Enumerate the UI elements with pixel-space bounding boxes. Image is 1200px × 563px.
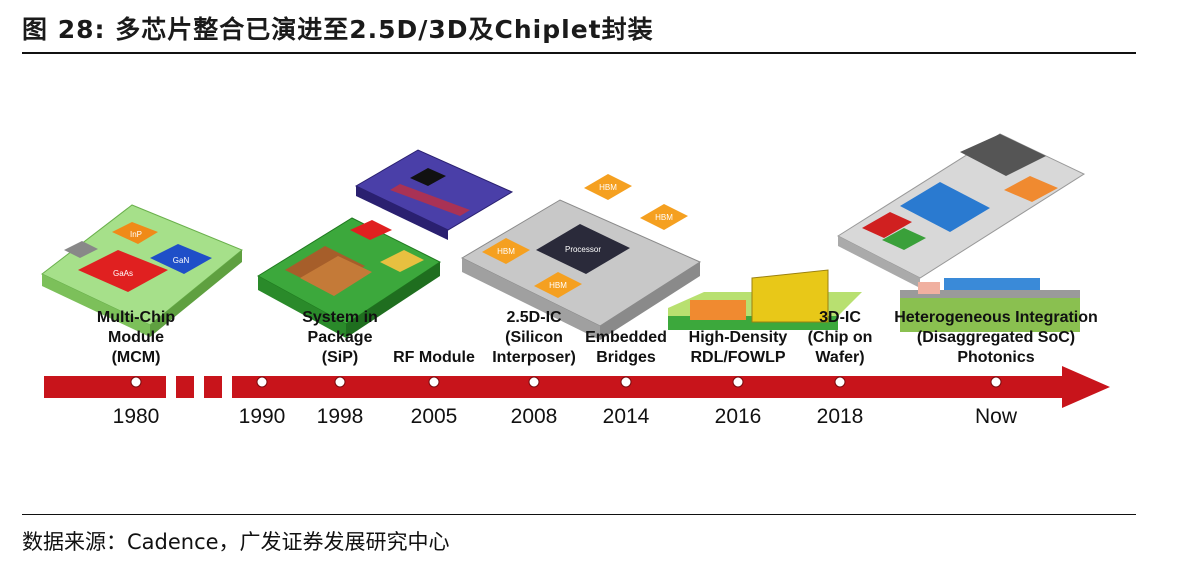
milestone-dot bbox=[130, 376, 142, 388]
title-rule bbox=[22, 52, 1136, 54]
sip-package-illustration bbox=[257, 217, 441, 338]
milestone-label-line: Module bbox=[108, 329, 164, 346]
mcm-package-illustration: InP GaAs GaN bbox=[41, 204, 243, 337]
milestone-label-line: High-Density bbox=[689, 329, 788, 346]
interposer-chip-label-hbm-2: HBM bbox=[599, 183, 617, 192]
milestone-label-line: Package bbox=[308, 329, 373, 346]
milestone-label-line: Interposer) bbox=[492, 349, 576, 366]
heterogeneous-soc-illustration bbox=[836, 133, 1086, 332]
interposer-chip-label-hbm-1: HBM bbox=[497, 247, 515, 256]
arrow-dash-2 bbox=[204, 376, 222, 398]
embedded-bridge-illustration bbox=[668, 269, 862, 330]
source-rule bbox=[22, 514, 1136, 515]
milestone-dot bbox=[334, 376, 346, 388]
milestone-label-line: Wafer) bbox=[815, 349, 864, 366]
milestone-year: 1980 bbox=[113, 405, 160, 428]
interposer-chip-label-hbm-4: HBM bbox=[549, 281, 567, 290]
milestone-label-line: 2.5D-IC bbox=[506, 309, 562, 326]
milestone-year: 2016 bbox=[715, 405, 762, 428]
milestone-year: 1990 bbox=[239, 405, 286, 428]
milestone-year: 2005 bbox=[411, 405, 458, 428]
milestone-dot bbox=[834, 376, 846, 388]
arrow-dash-1 bbox=[176, 376, 194, 398]
milestone-label-line: (Silicon bbox=[505, 329, 563, 346]
milestone-dot bbox=[256, 376, 268, 388]
milestone-label-line: (Disaggregated SoC) bbox=[917, 329, 1075, 346]
milestone-year: 1998 bbox=[317, 405, 364, 428]
arrow-segment-start bbox=[44, 376, 166, 398]
arrow-shaft bbox=[232, 376, 1062, 398]
milestone-year: Now bbox=[975, 405, 1018, 428]
milestone-label-line: (SiP) bbox=[322, 349, 358, 366]
milestone-label-line: System in bbox=[302, 309, 378, 326]
arrow-head bbox=[1062, 366, 1110, 408]
milestone-label-line: Photonics bbox=[957, 349, 1034, 366]
timeline-figure: InP GaAs GaN HBM HBM HBM HBM Processor bbox=[41, 133, 1110, 428]
milestone-label-line: RF Module bbox=[393, 349, 475, 366]
milestone-dot bbox=[620, 376, 632, 388]
milestone-label-line: Bridges bbox=[596, 349, 656, 366]
milestone-group: 1980 Multi-Chip Module (MCM) 1990 1998 System … bbox=[97, 309, 1098, 428]
milestone-dot bbox=[732, 376, 744, 388]
milestone-label-line: (MCM) bbox=[112, 349, 161, 366]
source-note: 数据来源：Cadence，广发证券发展研究中心 bbox=[22, 530, 450, 554]
interposer-chip-label-processor: Processor bbox=[565, 245, 601, 254]
mcm-chip-label-inp: InP bbox=[130, 230, 142, 239]
milestone-dot bbox=[990, 376, 1002, 388]
milestone-dot bbox=[528, 376, 540, 388]
mcm-chip-label-gaas: GaAs bbox=[113, 269, 133, 278]
milestone-label-line: Embedded bbox=[585, 329, 667, 346]
milestone-label-line: Heterogeneous Integration bbox=[894, 309, 1098, 326]
milestone-year: 2018 bbox=[817, 405, 864, 428]
milestone-year: 2014 bbox=[603, 405, 650, 428]
milestone-label-line: 3D-IC bbox=[819, 309, 861, 326]
rf-module-illustration bbox=[354, 149, 514, 240]
interposer-illustration: HBM HBM HBM HBM Processor bbox=[460, 174, 702, 340]
milestone-label-line: (Chip on bbox=[808, 329, 873, 346]
milestone-dot bbox=[428, 376, 440, 388]
interposer-chip-label-hbm-3: HBM bbox=[655, 213, 673, 222]
mcm-chip-label-gan: GaN bbox=[173, 256, 190, 265]
milestone-label-line: Multi-Chip bbox=[97, 309, 175, 326]
milestone-year: 2008 bbox=[511, 405, 558, 428]
timeline-arrow bbox=[44, 366, 1110, 408]
figure-title: 图 28: 多芯片整合已演进至2.5D/3D及Chiplet封装 bbox=[22, 15, 654, 44]
milestone-label-line: RDL/FOWLP bbox=[690, 349, 785, 366]
